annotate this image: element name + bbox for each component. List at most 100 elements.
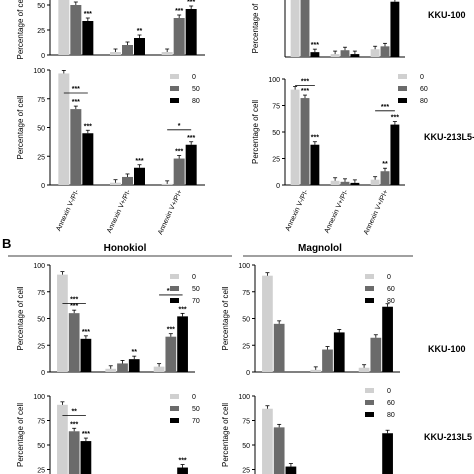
- title-magnolol: Magnolol: [298, 243, 342, 254]
- category-label: Annexin V+/PI-: [106, 188, 132, 234]
- y-axis-label: Percentage of cell: [16, 0, 25, 60]
- bar: [110, 182, 121, 185]
- significance-label: ***: [187, 0, 195, 6]
- legend-label: 60: [387, 400, 395, 407]
- bar: [273, 323, 285, 372]
- legend-swatch: [365, 298, 374, 303]
- y-tick-label: 0: [41, 370, 45, 377]
- significance-label: ***: [82, 329, 90, 336]
- row-label-kku213l5-a: KKU-213L5-: [424, 132, 474, 142]
- legend-label: 50: [192, 406, 200, 413]
- bar: [330, 54, 340, 57]
- bar: [290, 89, 300, 185]
- legend-swatch: [398, 74, 407, 79]
- legend-swatch: [170, 298, 179, 303]
- legend-label: 0: [387, 388, 391, 395]
- bar: [310, 369, 322, 372]
- y-tick-label: 75: [37, 290, 45, 297]
- row-label-kku100-a: KKU-100: [428, 10, 466, 20]
- legend-label: 0: [192, 274, 196, 281]
- bracket-label: *: [178, 123, 181, 130]
- legend-swatch: [170, 394, 179, 399]
- bar: [310, 144, 320, 185]
- bar: [161, 183, 173, 185]
- legend-swatch: [365, 400, 374, 405]
- significance-label: ***: [175, 8, 183, 15]
- significance-label: ***: [178, 458, 186, 465]
- y-tick-label: 25: [37, 468, 45, 474]
- legend-label: 50: [192, 86, 200, 93]
- y-tick-label: 0: [41, 53, 45, 60]
- legend-label: 0: [192, 74, 196, 81]
- legend-swatch: [365, 286, 374, 291]
- significance-label: ***: [167, 327, 175, 334]
- legend-swatch: [170, 418, 179, 423]
- chart-b-tr: 0 25 50 75 100 Percentage of cell 0 60 80: [221, 263, 400, 377]
- y-axis-label: Percentage of cell: [221, 403, 230, 467]
- bracket-label: ***: [70, 297, 78, 304]
- y-tick-label: 100: [33, 68, 45, 75]
- bar: [177, 316, 188, 372]
- bar: [262, 275, 273, 372]
- legend-swatch: [170, 98, 179, 103]
- bar: [161, 52, 173, 55]
- significance-label: **: [132, 349, 138, 356]
- bar: [310, 52, 320, 57]
- legend-swatch: [365, 274, 374, 279]
- significance-label: **: [137, 28, 143, 35]
- legend-label: 0: [420, 74, 424, 81]
- bar: [273, 427, 285, 474]
- bar: [370, 49, 380, 57]
- bar: [340, 181, 350, 185]
- bar: [390, 1, 400, 58]
- bar: [57, 404, 68, 474]
- bar: [80, 338, 92, 372]
- bar: [358, 367, 370, 372]
- bar: [333, 332, 345, 372]
- legend-label: 0: [387, 274, 391, 281]
- bar: [128, 359, 140, 372]
- y-tick-label: 50: [272, 130, 280, 137]
- significance-label: ***: [178, 306, 186, 313]
- category-label: Annexin V+/PI-: [324, 188, 350, 234]
- bar: [350, 182, 360, 185]
- y-tick-label: 75: [242, 290, 250, 297]
- category-label: Annexin V+/PI+: [363, 189, 390, 236]
- legend-swatch: [365, 388, 374, 393]
- y-axis-label: Percentage of: [251, 3, 260, 54]
- bar: [110, 52, 121, 55]
- y-tick-label: 75: [37, 97, 45, 104]
- significance-label: ***: [70, 421, 78, 428]
- bar: [122, 176, 133, 185]
- bar: [290, 0, 300, 57]
- bar: [350, 54, 360, 57]
- bracket-label: ***: [301, 78, 309, 85]
- significance-label: ***: [82, 431, 90, 438]
- legend-swatch: [170, 86, 179, 91]
- significance-label: ***: [187, 135, 195, 142]
- y-tick-label: 25: [37, 343, 45, 350]
- y-tick-label: 50: [37, 317, 45, 324]
- significance-label: ***: [70, 303, 78, 310]
- y-tick-label: 0: [41, 183, 45, 190]
- bar: [153, 366, 165, 372]
- legend-label: 50: [192, 286, 200, 293]
- y-tick-label: 50: [242, 317, 250, 324]
- bar: [122, 45, 133, 55]
- bar: [82, 133, 94, 185]
- category-label: Annexin V-/PI-: [285, 188, 311, 232]
- bar: [57, 274, 68, 372]
- bar: [380, 171, 390, 185]
- bar: [80, 441, 92, 474]
- significance-label: ***: [311, 42, 319, 49]
- legend-label: 80: [387, 298, 395, 305]
- bar: [185, 9, 197, 55]
- legend-label: 80: [420, 98, 428, 105]
- bar: [285, 466, 297, 474]
- bar: [177, 467, 188, 474]
- bar: [117, 363, 128, 372]
- y-tick-label: 25: [37, 154, 45, 161]
- y-tick-label: 50: [37, 443, 45, 450]
